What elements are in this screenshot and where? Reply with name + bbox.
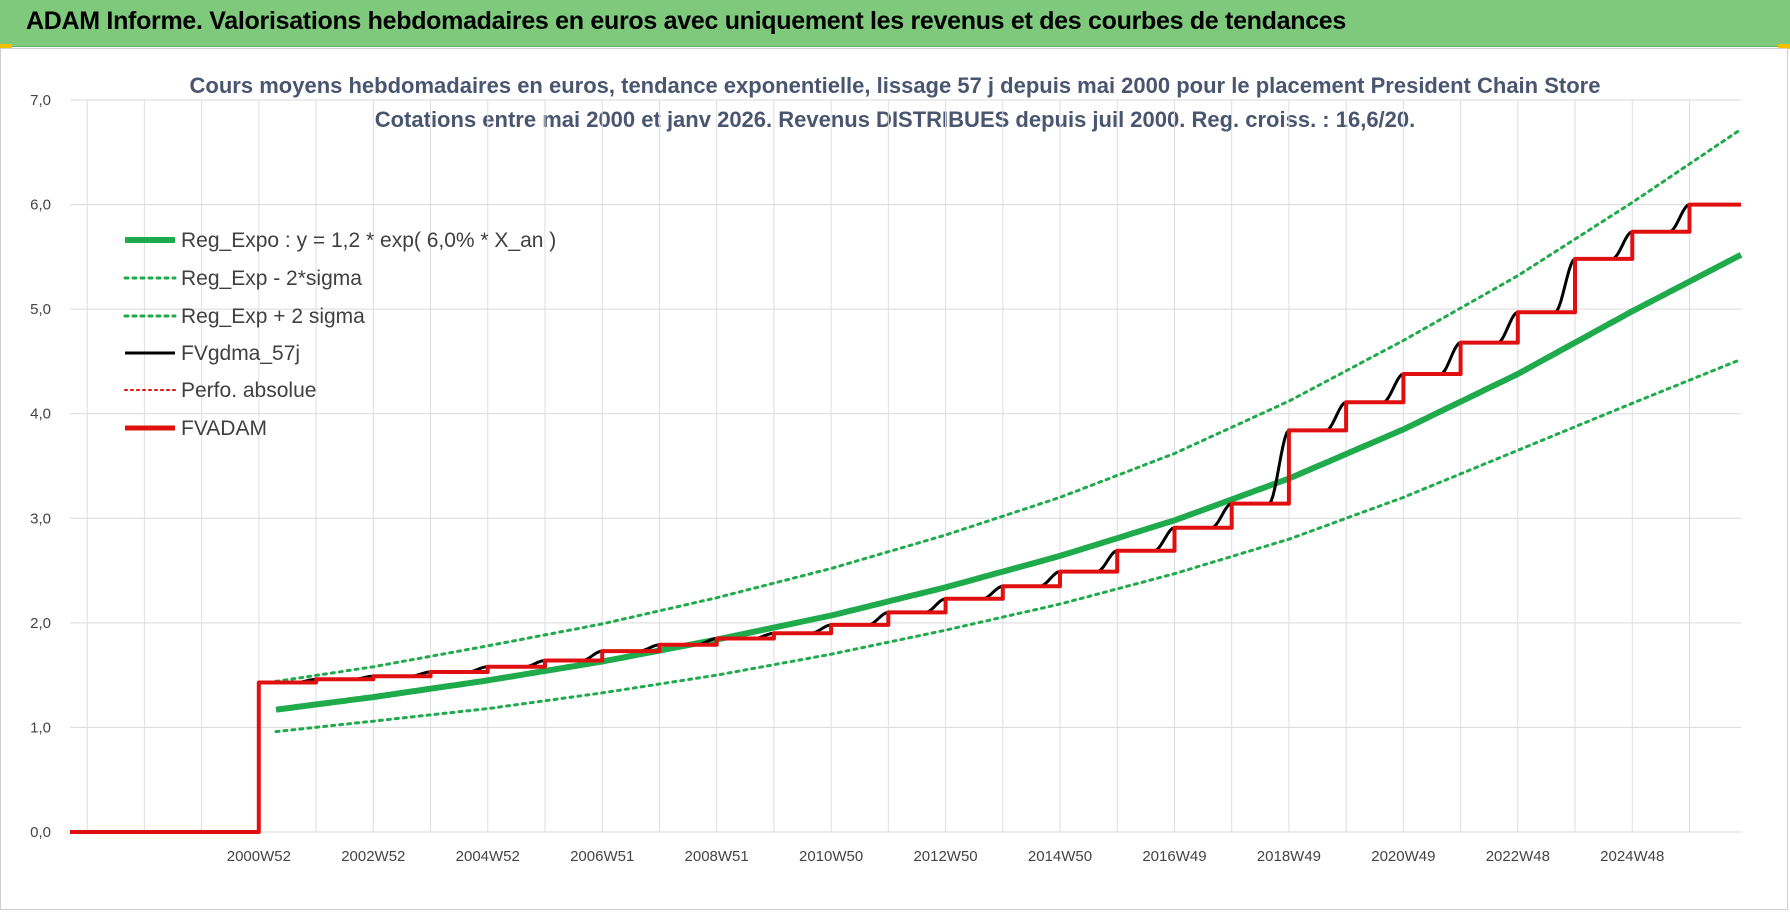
y-tick-label: 1,0 [30, 719, 51, 736]
x-tick-label: 2022W48 [1486, 848, 1550, 865]
banner: ADAM Informe. Valorisations hebdomadaire… [0, 0, 1790, 47]
grid [70, 99, 1741, 833]
legend-label-5: FVADAM [181, 417, 267, 440]
series-line-2 [274, 127, 1743, 683]
x-tick-label: 2012W50 [913, 848, 977, 865]
x-tick-label: 2016W49 [1142, 848, 1206, 865]
corner-marker-left [0, 44, 12, 49]
series-line-5 [70, 202, 1741, 834]
banner-title: ADAM Informe. Valorisations hebdomadaire… [26, 7, 1347, 35]
chart-frame: Cours moyens hebdomadaires en euros, ten… [0, 48, 1788, 910]
x-tick-label: 2002W52 [341, 848, 405, 865]
y-tick-label: 6,0 [30, 197, 51, 214]
y-tick-label: 0,0 [30, 824, 51, 841]
x-tick-label: 2008W51 [685, 848, 749, 865]
chart: Cours moyens hebdomadaires en euros, ten… [30, 73, 1743, 865]
x-tick-label: 2020W49 [1371, 848, 1435, 865]
series-line-0 [275, 252, 1743, 713]
x-tick-label: 2004W52 [456, 848, 520, 865]
chart-title-line-2: Cotations entre mai 2000 et janv 2026. R… [375, 107, 1416, 132]
corner-marker-right [1778, 44, 1790, 49]
series-line-1 [274, 357, 1743, 734]
x-tick-label: 2010W50 [799, 848, 863, 865]
y-tick-label: 7,0 [30, 92, 51, 109]
chart-title-line-1: Cours moyens hebdomadaires en euros, ten… [190, 73, 1601, 98]
legend-label-1: Reg_Exp - 2*sigma [181, 267, 362, 290]
x-tick-label: 2018W49 [1257, 848, 1321, 865]
y-tick-label: 3,0 [30, 510, 51, 527]
legend-label-3: FVgdma_57j [181, 342, 300, 365]
x-axis-ticks: 2000W52 2002W52 2004W52 2006W51 2008W51 2010W… [227, 848, 1665, 865]
x-tick-label: 2006W51 [570, 848, 634, 865]
legend-label-0: Reg_Expo : y = 1,2 * exp( 6,0% * X_an ) [181, 229, 556, 252]
legend-label-2: Reg_Exp + 2 sigma [181, 305, 365, 328]
x-tick-label: 2014W50 [1028, 848, 1092, 865]
series-layer [70, 127, 1743, 834]
legend: Reg_Expo : y = 1,2 * exp( 6,0% * X_an ) R… [123, 229, 556, 440]
y-tick-label: 5,0 [30, 301, 51, 318]
y-tick-label: 2,0 [30, 615, 51, 632]
x-tick-label: 2000W52 [227, 848, 291, 865]
y-axis-ticks: 0,0 1,0 2,0 3,0 4,0 5,0 6,0 7,0 [30, 92, 51, 841]
x-tick-label: 2024W48 [1600, 848, 1664, 865]
legend-label-4: Perfo. absolue [181, 379, 316, 402]
y-tick-label: 4,0 [30, 406, 51, 423]
